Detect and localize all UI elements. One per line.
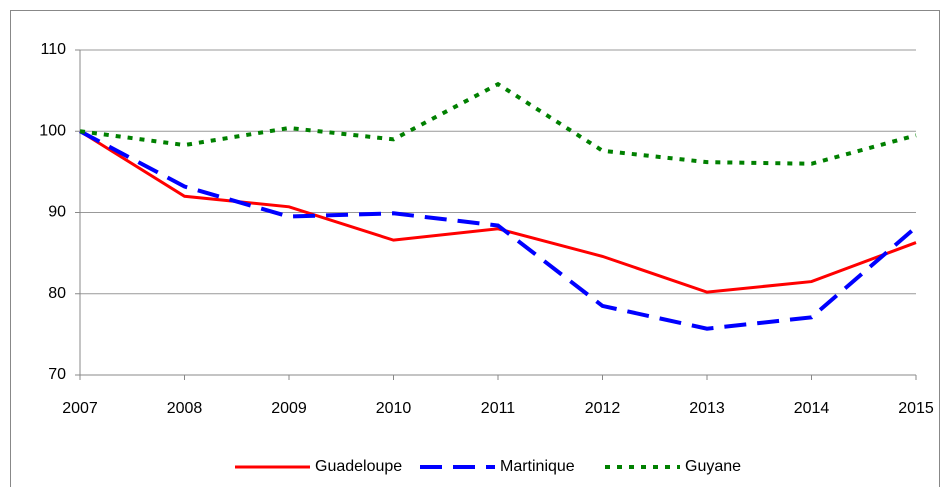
x-tick-label: 2008 (167, 400, 203, 417)
y-tick-label: 80 (48, 285, 66, 302)
x-tick-label: 2009 (271, 400, 307, 417)
legend-label: Guyane (685, 458, 741, 475)
x-tick-label: 2010 (376, 400, 412, 417)
chart-frame (10, 10, 940, 487)
series-line (79, 81, 917, 166)
y-tick-label: 110 (40, 41, 66, 58)
legend-label: Guadeloupe (315, 458, 402, 475)
series-line (79, 129, 918, 331)
x-tick-label: 2014 (794, 400, 830, 417)
y-tick-label: 100 (39, 122, 66, 139)
x-tick-label: 2012 (585, 400, 621, 417)
x-tick-label: 2015 (898, 400, 934, 417)
x-tick-label: 2013 (689, 400, 725, 417)
series-line (79, 129, 917, 294)
y-tick-label: 90 (48, 204, 66, 221)
legend-label: Martinique (500, 458, 575, 475)
y-tick-label: 70 (48, 366, 66, 383)
x-tick-label: 2007 (62, 400, 98, 417)
x-tick-label: 2011 (481, 400, 516, 417)
